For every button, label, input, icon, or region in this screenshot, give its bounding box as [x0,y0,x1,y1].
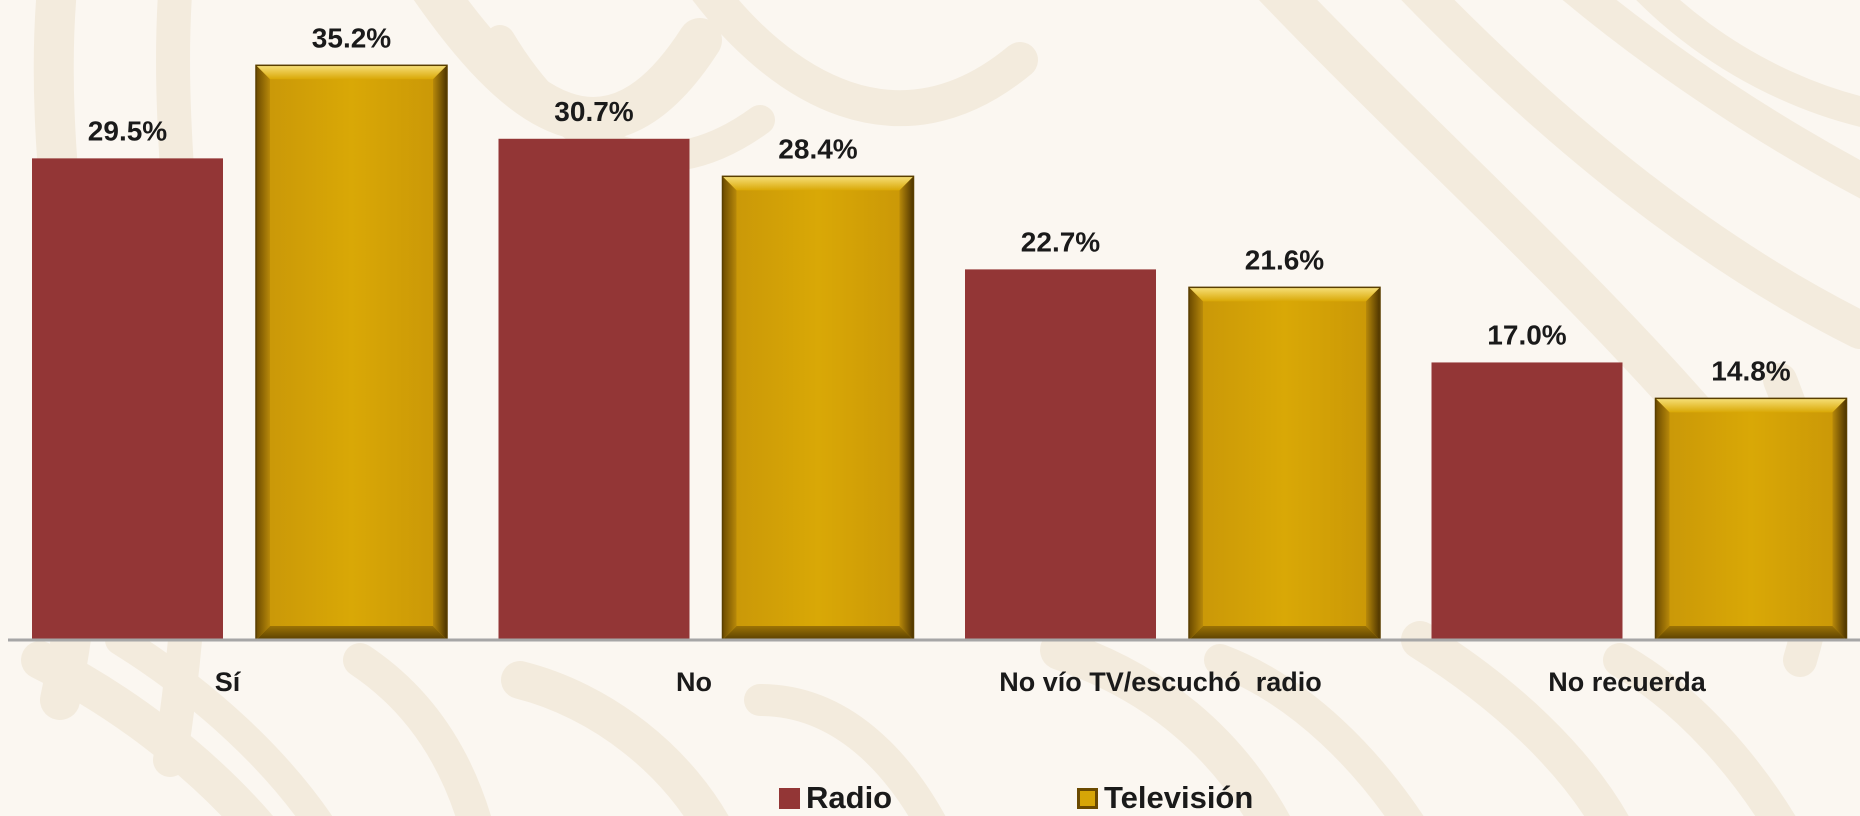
bar-radio-no-recuerda [1431,362,1623,640]
legend-item-radio: Radio [779,780,892,816]
data-label-television-no: 28.4% [778,133,857,164]
data-label-television-no-vio-tv-escucho-radio: 21.6% [1245,244,1324,275]
bar-television-no-vio-tv-escucho-radio [1188,286,1381,641]
legend-label-radio: Radio [806,780,893,815]
data-label-television-si: 35.2% [312,22,391,53]
legend: Radio Televisión [0,780,1860,816]
bar-radio-no-vio-tv-escucho-radio [965,269,1156,640]
data-label-radio-si: 29.5% [88,115,167,146]
bar-radio-no [498,138,690,640]
bar-television-si [255,64,448,641]
bar-radio-si [32,158,223,640]
legend-label-television: Televisión [1104,780,1254,815]
data-label-radio-no-recuerda: 17.0% [1487,319,1566,350]
legend-swatch-television [1077,787,1098,809]
bar-television-no [721,175,915,641]
bar-television-no-recuerda [1654,397,1848,641]
x-tick-label-no: No [676,667,712,697]
x-tick-label-no-vio-tv-escucho-radio: No vío TV/escuchó radio [999,667,1322,697]
x-tick-label-si: Sí [215,667,242,697]
data-label-television-no-recuerda: 14.8% [1711,355,1790,386]
legend-item-television: Televisión [1077,780,1253,816]
legend-swatch-radio [779,787,800,809]
data-label-radio-no-vio-tv-escucho-radio: 22.7% [1021,226,1100,257]
data-label-radio-no: 30.7% [554,96,633,127]
x-tick-label-no-recuerda: No recuerda [1548,667,1707,697]
